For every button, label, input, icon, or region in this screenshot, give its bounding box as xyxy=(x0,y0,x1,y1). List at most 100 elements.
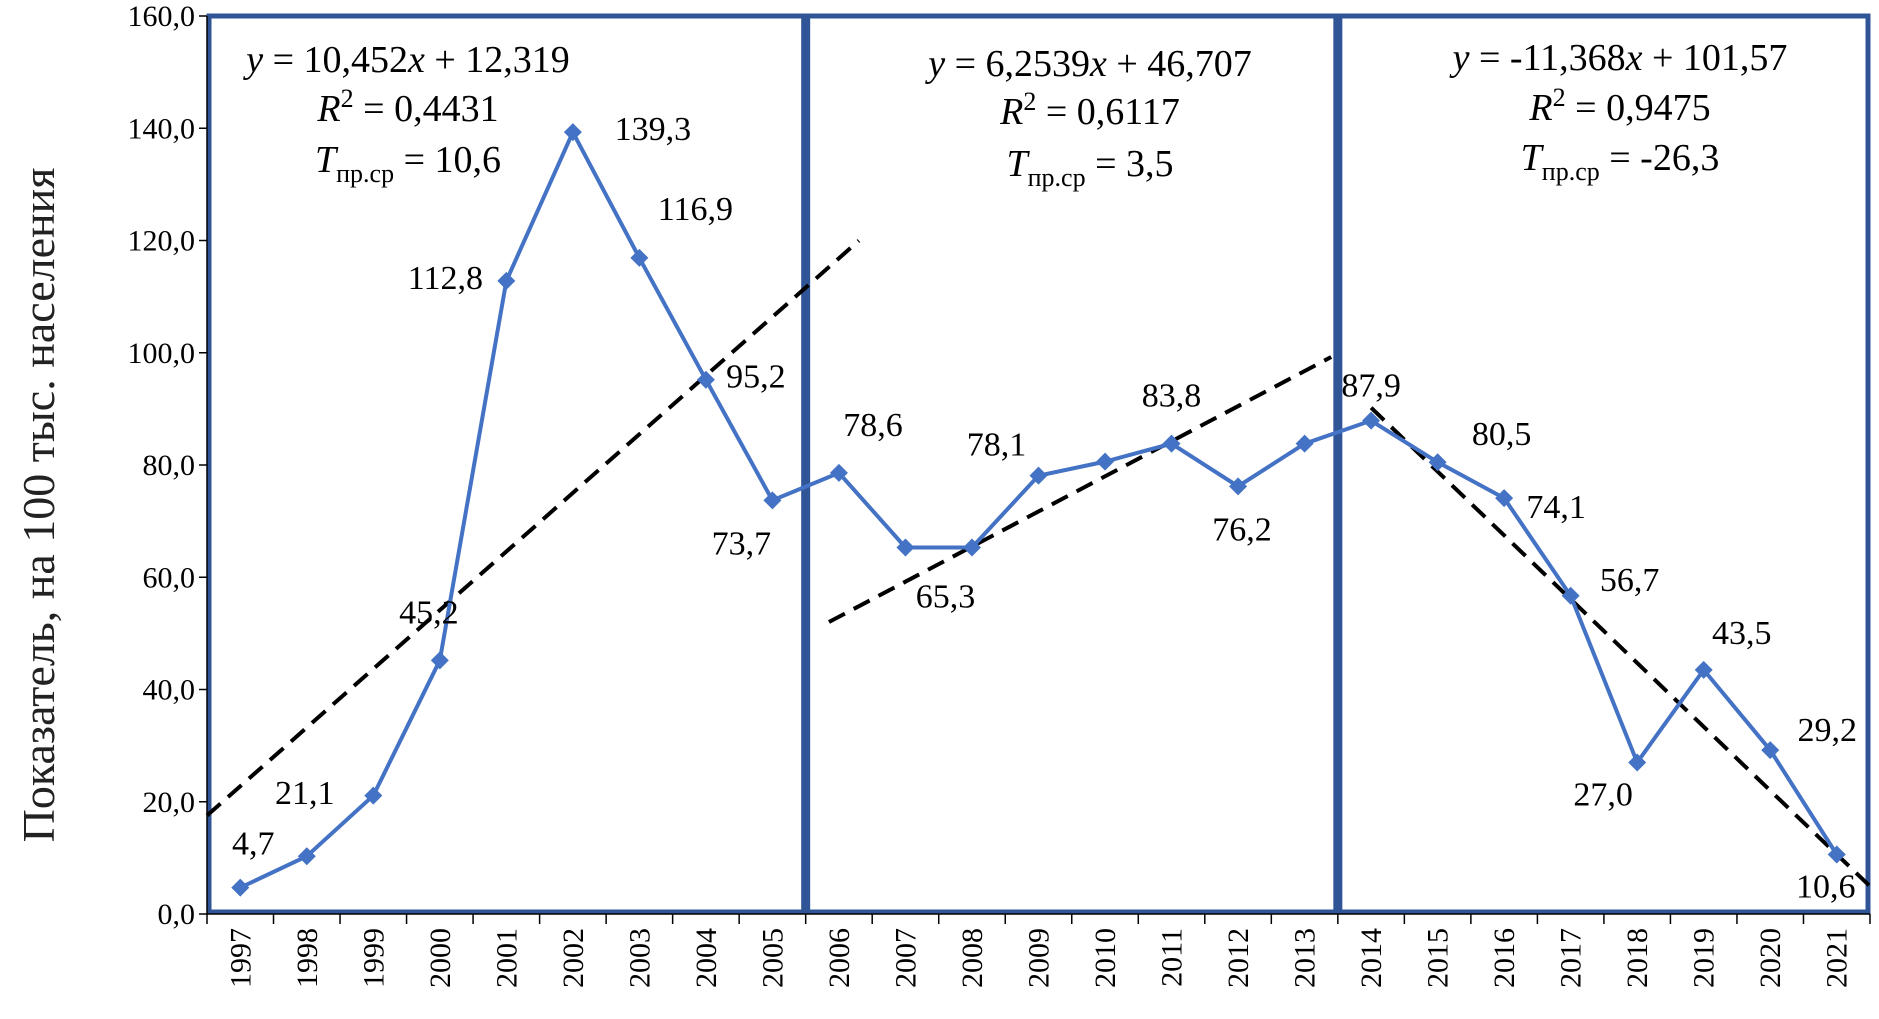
data-point xyxy=(1561,586,1580,605)
data-label: 4,7 xyxy=(232,826,275,863)
x-tick-label: 2014 xyxy=(1355,928,1388,988)
y-tick-label: 60,0 xyxy=(143,561,196,594)
trend-lines xyxy=(205,239,1872,888)
data-point xyxy=(563,123,582,142)
data-point xyxy=(1362,411,1381,430)
data-point xyxy=(696,370,715,389)
x-tick-label: 2008 xyxy=(956,928,989,988)
x-tick-label: 2013 xyxy=(1289,928,1322,988)
x-tick-label: 2004 xyxy=(690,928,723,988)
equation-text: Tпр.ср = 10,6 xyxy=(315,139,501,188)
data-point xyxy=(1162,434,1181,453)
equation-text: R2 = 0,6117 xyxy=(999,87,1180,133)
data-label: 45,2 xyxy=(399,594,459,631)
data-label: 76,2 xyxy=(1212,511,1272,548)
data-label: 43,5 xyxy=(1712,615,1772,652)
y-axis-label: Показатель, на 100 тыс. населения xyxy=(13,168,64,843)
x-tick-label: 2010 xyxy=(1089,928,1122,988)
data-label: 56,7 xyxy=(1600,562,1660,599)
x-tick-label: 2002 xyxy=(557,928,590,988)
x-tick-label: 1997 xyxy=(224,928,257,988)
data-point xyxy=(1761,741,1780,760)
data-point xyxy=(1428,453,1447,472)
equation-text: y = -11,368x + 101,57 xyxy=(1449,37,1788,79)
x-tick-label: 2009 xyxy=(1023,928,1056,988)
period-boxes xyxy=(206,13,1871,915)
x-tick-label: 2005 xyxy=(756,928,789,988)
data-label: 73,7 xyxy=(712,525,772,562)
x-tick-label: 2006 xyxy=(823,928,856,988)
equation-text: R2 = 0,4431 xyxy=(316,84,498,130)
x-tick-label: 2018 xyxy=(1621,928,1654,988)
data-point xyxy=(1628,753,1647,772)
data-label: 78,6 xyxy=(843,407,903,444)
data-point xyxy=(1694,660,1713,679)
y-tick-label: 20,0 xyxy=(143,786,196,819)
x-tick-label: 2001 xyxy=(490,928,523,988)
y-tick-label: 100,0 xyxy=(128,337,196,370)
x-tick-label: 2019 xyxy=(1688,928,1721,988)
data-label: 116,9 xyxy=(658,191,733,228)
data-point xyxy=(1827,845,1846,864)
data-point xyxy=(497,271,516,290)
data-label: 10,6 xyxy=(1796,869,1856,906)
x-tick-label: 2015 xyxy=(1422,928,1455,988)
data-label: 74,1 xyxy=(1526,489,1586,526)
x-tick-label: 2020 xyxy=(1754,928,1787,988)
x-tick-label: 2017 xyxy=(1555,928,1588,988)
x-tick-label: 2003 xyxy=(623,928,656,988)
x-tick-label: 1999 xyxy=(357,928,390,988)
data-point xyxy=(430,651,449,670)
y-tick-label: 40,0 xyxy=(143,674,196,707)
x-tick-label: 2016 xyxy=(1488,928,1521,988)
y-tick-label: 160,0 xyxy=(128,0,196,33)
data-point xyxy=(1495,489,1514,508)
data-label: 80,5 xyxy=(1472,416,1532,453)
equation-text: Tпр.ср = -26,3 xyxy=(1521,137,1720,186)
y-tick-label: 120,0 xyxy=(128,225,196,258)
equation-text: Tпр.ср = 3,5 xyxy=(1006,143,1173,192)
data-point xyxy=(364,786,383,805)
data-label: 87,9 xyxy=(1341,368,1401,405)
x-tick-label: 2021 xyxy=(1821,928,1854,988)
data-labels: 4,721,1 45,2 112,8 139,3 116,9 95,2 73,7 78,6 65… xyxy=(232,111,1857,905)
trend-line xyxy=(1369,406,1872,888)
data-label: 83,8 xyxy=(1142,378,1202,415)
y-tick-label: 0,0 xyxy=(158,898,196,931)
data-label: 139,3 xyxy=(615,111,692,148)
y-tick-label: 140,0 xyxy=(128,112,196,145)
x-tick-label: 1998 xyxy=(291,928,324,988)
data-point xyxy=(896,538,915,557)
data-point xyxy=(231,878,250,897)
x-tick-label: 2007 xyxy=(889,928,922,988)
equation-text: y = 6,2539x + 46,707 xyxy=(924,43,1252,85)
data-label: 29,2 xyxy=(1797,712,1857,749)
series xyxy=(231,123,1846,897)
y-tick-label: 80,0 xyxy=(143,449,196,482)
data-label: 78,1 xyxy=(967,427,1027,464)
trend-line xyxy=(828,355,1333,624)
data-label: 27,0 xyxy=(1573,776,1633,813)
data-point xyxy=(1295,434,1314,453)
data-point xyxy=(1029,466,1048,485)
data-point xyxy=(1229,477,1248,496)
equation-text: y = 10,452x + 12,319 xyxy=(242,39,570,81)
data-point xyxy=(297,847,316,866)
data-point xyxy=(630,248,649,267)
data-label: 95,2 xyxy=(726,359,786,396)
data-point xyxy=(829,463,848,482)
data-label: 21,1 xyxy=(275,775,335,812)
x-tick-label: 2012 xyxy=(1222,928,1255,988)
data-point xyxy=(763,491,782,510)
data-point xyxy=(962,538,981,557)
period-box xyxy=(206,13,807,915)
data-label: 65,3 xyxy=(916,579,976,616)
x-tick-label: 2011 xyxy=(1156,928,1189,987)
trend-line xyxy=(205,239,861,818)
period-box xyxy=(805,13,1339,915)
axes: 0,0 20,0 40,0 60,0 80,0 100,0 120,0 140,0 160,0 1… xyxy=(128,0,1871,988)
equation-text: R2 = 0,9475 xyxy=(1528,83,1710,129)
data-label: 112,8 xyxy=(408,260,483,297)
